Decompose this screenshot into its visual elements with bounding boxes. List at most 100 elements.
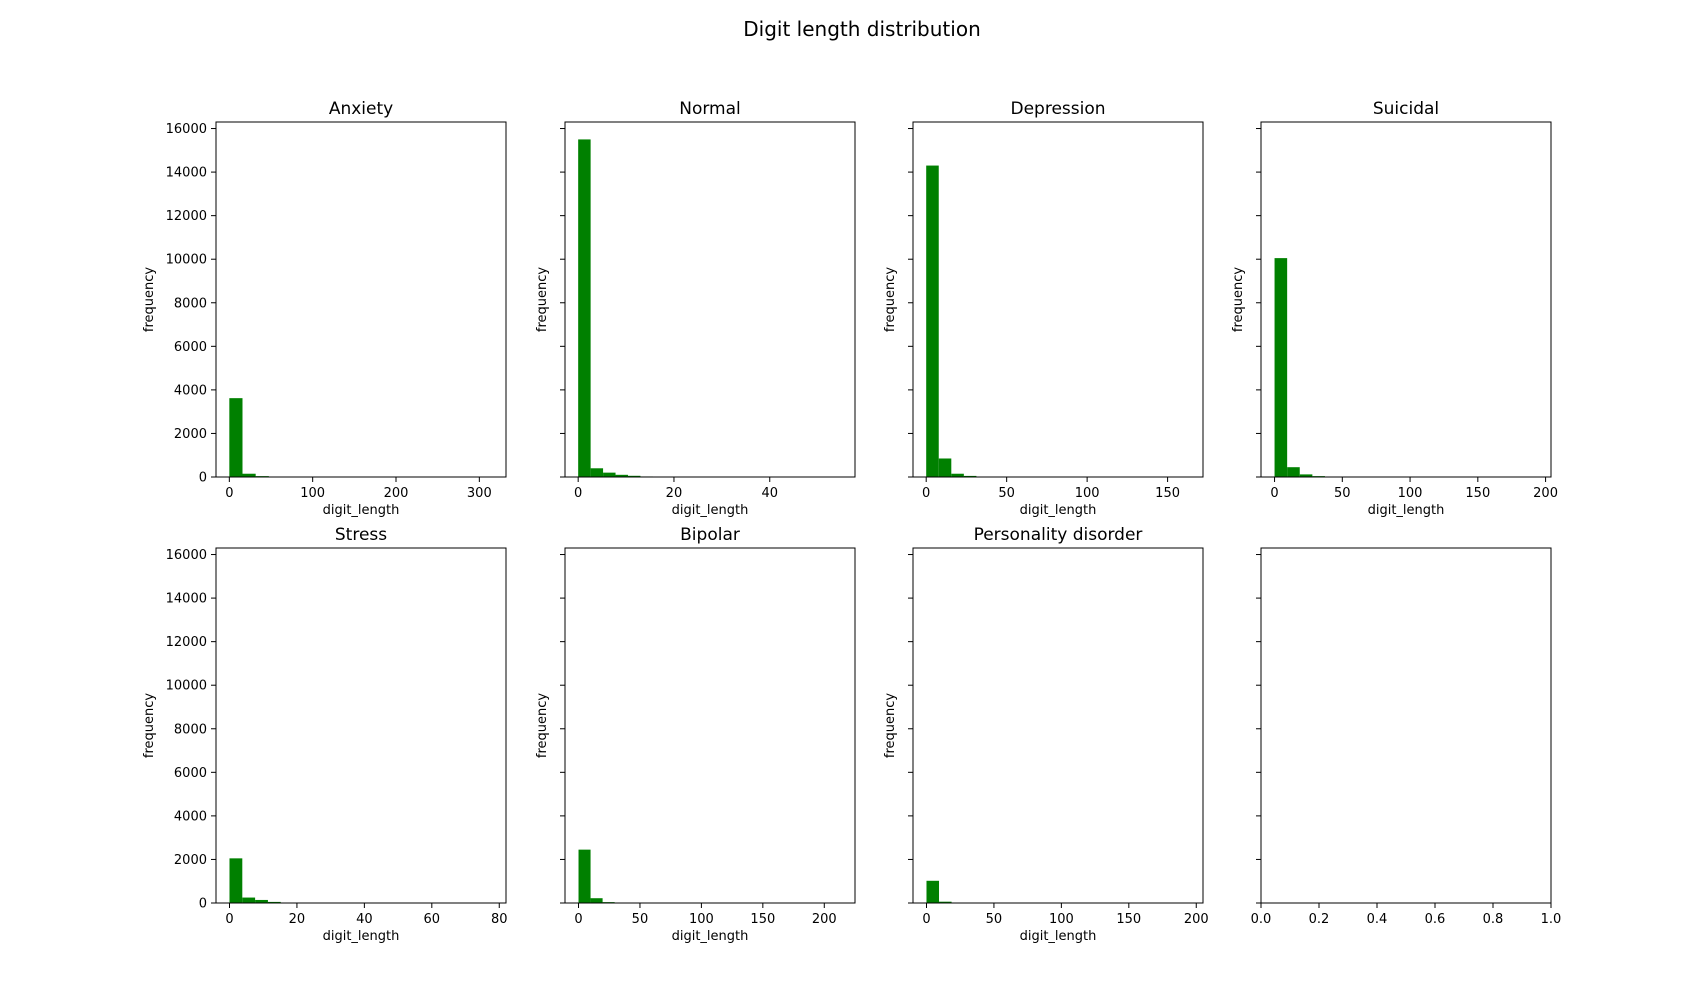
x-tick-label: 100	[1075, 486, 1100, 501]
x-tick-label: 200	[1184, 912, 1209, 927]
y-tick-label: 2000	[174, 427, 207, 442]
y-axis-label: frequency	[535, 267, 550, 333]
histogram-bar	[938, 458, 952, 477]
histogram-bar	[627, 475, 641, 477]
x-tick-label: 150	[1465, 486, 1490, 501]
x-tick-label: 100	[300, 486, 325, 501]
y-tick-label: 4000	[174, 809, 207, 824]
x-tick-label: 100	[1049, 912, 1074, 927]
subplot-title: Normal	[679, 99, 741, 119]
x-tick-label: 0	[1270, 486, 1278, 501]
y-tick-label: 14000	[166, 166, 207, 181]
y-tick-label: 12000	[166, 635, 207, 650]
y-tick-label: 12000	[166, 209, 207, 224]
x-tick-label: 300	[467, 486, 492, 501]
x-tick-label: 150	[750, 912, 775, 927]
histogram-bar	[590, 898, 603, 903]
y-axis-label: frequency	[1231, 267, 1246, 333]
x-tick-label: 0.6	[1425, 912, 1446, 927]
subplot-1: 0 100 200 300 0 2000 4000 6000 8000 10000 12000 140…	[142, 99, 507, 518]
histogram-bar	[267, 901, 281, 903]
y-axis-label: frequency	[883, 693, 898, 759]
x-axis-label: digit_length	[1020, 929, 1097, 944]
x-tick-label: 0.2	[1309, 912, 1330, 927]
y-axis-label: frequency	[883, 267, 898, 333]
histogram-bar	[615, 474, 628, 477]
x-tick-label: 50	[998, 486, 1015, 501]
x-axis-label: digit_length	[323, 503, 400, 518]
axes-frame	[1260, 121, 1552, 478]
histogram-bars	[926, 165, 989, 477]
subplot-3: 0 50 100 150 Depression digit_length frequency	[883, 99, 1204, 518]
subplot-title: Stress	[335, 525, 387, 545]
x-tick-label: 0	[922, 912, 930, 927]
histogram-bar	[951, 473, 964, 477]
axes-frame	[215, 547, 507, 904]
y-tick-label: 6000	[174, 766, 207, 781]
x-tick-label: 0	[922, 486, 930, 501]
x-axis-label: digit_length	[672, 929, 749, 944]
x-tick-label: 40	[761, 486, 778, 501]
histogram-bar	[926, 165, 939, 477]
y-axis-label: frequency	[142, 693, 157, 759]
x-tick-label: 0.0	[1251, 912, 1272, 927]
y-axis-label: frequency	[535, 693, 550, 759]
x-tick-label: 0.4	[1367, 912, 1388, 927]
x-axis-label: digit_length	[672, 503, 749, 518]
histogram-bar	[229, 858, 243, 903]
subplot-title: Suicidal	[1373, 99, 1439, 119]
y-axis-label: frequency	[142, 267, 157, 333]
histogram-bar	[603, 472, 616, 477]
axes-frame	[564, 547, 856, 904]
axes-frame	[912, 121, 1204, 478]
y-tick-label: 0	[199, 897, 207, 912]
subplot-grid: 0 100 200 300020004000600080001000012000140…	[142, 99, 1561, 944]
x-axis-label: digit_length	[1020, 503, 1097, 518]
y-tick-label: 16000	[166, 548, 207, 563]
subplot-title: Depression	[1010, 99, 1105, 119]
x-tick-label: 20	[289, 912, 306, 927]
figure-title: Digit length distribution	[743, 17, 981, 41]
axes-frame	[564, 121, 856, 478]
x-tick-label: 50	[1334, 486, 1351, 501]
y-tick-label: 10000	[166, 253, 207, 268]
y-tick-label: 0	[199, 471, 207, 486]
subplot-title: Bipolar	[680, 525, 740, 545]
x-tick-label: 100	[689, 912, 714, 927]
x-tick-label: 150	[1155, 486, 1180, 501]
subplot-6: 0 50 100 150 200 Bipolar digit_length frequency	[535, 525, 856, 944]
axes-frame	[215, 121, 507, 478]
histogram-bar	[590, 468, 604, 477]
histogram-bar	[578, 849, 591, 903]
x-tick-label: 0	[574, 486, 582, 501]
axes-frame	[912, 547, 1204, 904]
histogram-bar	[963, 475, 977, 477]
histogram-bar	[1274, 258, 1288, 477]
subplot-5: 0 20 40 60 80 0 2000 4000 6000 8000 10000 12000 1400…	[142, 525, 508, 944]
axes-frame	[1260, 547, 1552, 904]
y-tick-label: 2000	[174, 853, 207, 868]
x-tick-label: 0	[574, 912, 582, 927]
x-tick-label: 20	[666, 486, 683, 501]
y-tick-label: 14000	[166, 592, 207, 607]
x-tick-label: 80	[491, 912, 508, 927]
x-tick-label: 50	[986, 912, 1003, 927]
x-tick-label: 50	[632, 912, 649, 927]
histogram-bar	[578, 139, 591, 478]
y-tick-label: 8000	[174, 722, 207, 737]
histogram-bar	[1287, 467, 1300, 477]
subplot-8: 0.0 0.2 0.4 0.6 0.8 1.0	[1251, 547, 1562, 927]
histogram-bar	[229, 398, 243, 477]
y-tick-label: 8000	[174, 296, 207, 311]
x-axis-label: digit_length	[1368, 503, 1445, 518]
x-tick-label: 0.8	[1483, 912, 1504, 927]
x-axis-label: digit_length	[323, 929, 400, 944]
x-tick-label: 200	[384, 486, 409, 501]
histogram-bar	[1299, 474, 1313, 477]
y-tick-label: 4000	[174, 383, 207, 398]
x-tick-label: 100	[1398, 486, 1423, 501]
x-tick-label: 1.0	[1541, 912, 1562, 927]
y-tick-label: 16000	[166, 122, 207, 137]
subplot-2: 0 20 40 Normal digit_length frequency	[535, 99, 856, 518]
